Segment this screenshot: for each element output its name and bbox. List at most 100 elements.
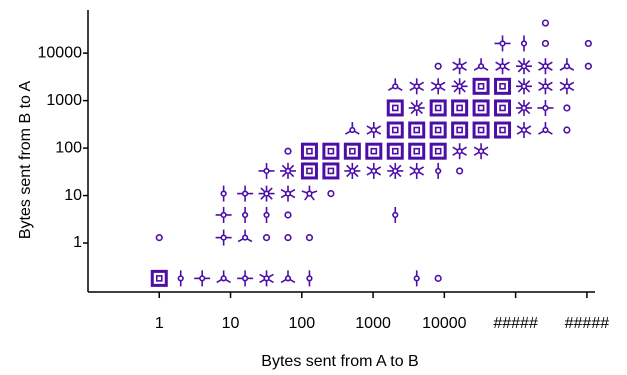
y-axis-label: Bytes sent from B to A xyxy=(17,81,34,240)
point-square xyxy=(322,142,340,160)
y-tick-label: 1 xyxy=(73,234,82,251)
petal xyxy=(430,81,437,86)
petal xyxy=(280,194,287,199)
sunflower-point xyxy=(220,185,227,202)
point-center xyxy=(392,83,399,90)
sunflower-point xyxy=(472,99,490,117)
petal xyxy=(418,81,425,86)
petal xyxy=(396,164,402,170)
petal xyxy=(387,86,394,92)
point-center xyxy=(435,83,442,90)
point-center xyxy=(584,62,592,70)
petal xyxy=(346,171,352,178)
point-center xyxy=(241,275,249,282)
point-center xyxy=(284,147,292,155)
petal xyxy=(482,66,489,71)
petal xyxy=(366,125,373,130)
petal xyxy=(430,86,437,92)
point-center xyxy=(542,126,549,134)
point-center xyxy=(284,211,292,219)
petal xyxy=(289,164,295,170)
sunflower-point xyxy=(237,270,254,287)
point-core xyxy=(434,104,442,112)
x-tick-label: ##### xyxy=(565,315,610,332)
point-center xyxy=(177,275,184,282)
petal xyxy=(547,61,553,66)
sunflower-point xyxy=(563,104,571,112)
petal xyxy=(418,86,425,92)
petal xyxy=(267,187,273,193)
petal xyxy=(517,87,523,93)
petal xyxy=(453,87,459,93)
petal xyxy=(482,146,489,151)
petal xyxy=(353,171,359,178)
petal xyxy=(289,194,296,199)
petal xyxy=(353,130,360,135)
petal xyxy=(389,171,395,178)
petal xyxy=(246,238,253,243)
sunflower-point xyxy=(538,58,553,75)
point-square xyxy=(150,269,168,287)
point-center xyxy=(327,189,335,198)
point-center xyxy=(413,167,420,175)
petal xyxy=(568,81,575,86)
petal xyxy=(538,81,544,86)
petal xyxy=(453,80,459,86)
point-center xyxy=(520,126,528,134)
sunflower-point xyxy=(559,78,575,95)
point-center xyxy=(541,19,550,27)
petal xyxy=(345,130,351,135)
petal xyxy=(473,151,480,156)
sunflower-point xyxy=(515,78,532,95)
petal xyxy=(538,130,544,135)
petal xyxy=(304,194,309,201)
point-center xyxy=(520,63,528,70)
petal xyxy=(418,171,425,176)
petal xyxy=(525,130,532,135)
sunflower-point xyxy=(386,142,404,160)
point-square xyxy=(472,121,490,139)
point-square xyxy=(472,99,490,117)
point-square xyxy=(386,99,404,117)
petal xyxy=(559,81,566,86)
petal xyxy=(375,166,382,171)
petal xyxy=(461,146,467,151)
petal xyxy=(525,87,531,93)
sunflower-point xyxy=(215,206,232,223)
petal xyxy=(259,278,265,284)
point-core xyxy=(413,147,421,155)
point-center xyxy=(306,190,313,197)
sunflower-point xyxy=(494,77,512,95)
point-center xyxy=(456,148,463,155)
point-center xyxy=(305,234,314,242)
point-center xyxy=(413,104,420,112)
point-square xyxy=(429,99,447,117)
point-core xyxy=(327,167,335,175)
sunflower-point xyxy=(280,185,296,202)
point-center xyxy=(456,63,463,70)
petal xyxy=(517,109,523,115)
point-square xyxy=(494,121,512,139)
point-center xyxy=(542,63,549,70)
point-center xyxy=(499,40,506,47)
point-core xyxy=(391,126,399,134)
petal xyxy=(568,66,575,71)
point-core xyxy=(499,104,506,112)
petal xyxy=(568,86,575,92)
sunflower-point xyxy=(452,143,467,160)
point-core xyxy=(413,126,421,134)
petal xyxy=(460,80,466,86)
point-center xyxy=(155,234,163,242)
y-tick-label: 1000 xyxy=(46,92,82,109)
sunflower-point xyxy=(584,39,592,48)
sunflower-point xyxy=(451,78,468,95)
petal xyxy=(473,146,480,151)
sunflower-point xyxy=(366,162,382,179)
sunflower-point xyxy=(344,162,361,179)
sunflower-point xyxy=(279,162,296,179)
point-center xyxy=(563,83,570,90)
petal xyxy=(417,109,423,115)
point-core xyxy=(477,126,485,134)
petal xyxy=(409,86,416,92)
point-center xyxy=(434,62,442,70)
